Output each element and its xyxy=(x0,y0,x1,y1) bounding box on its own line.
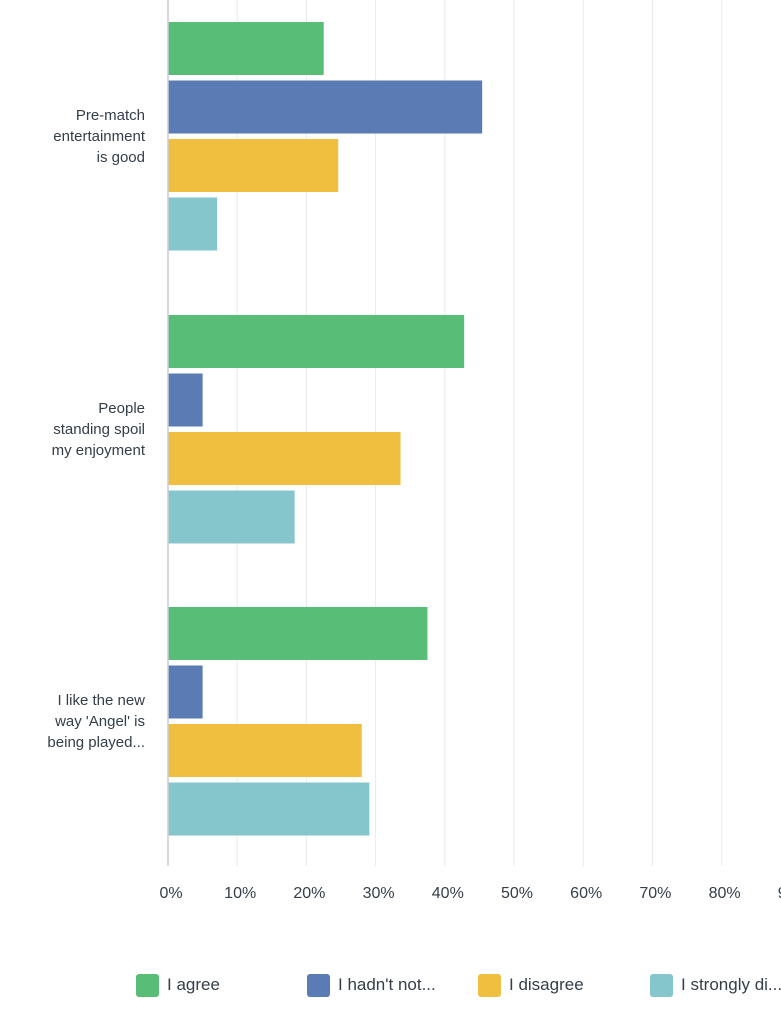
x-tick-label: 80% xyxy=(709,885,741,902)
x-tick-label: 20% xyxy=(293,885,325,902)
bar[interactable] xyxy=(168,782,370,836)
bar[interactable] xyxy=(168,80,483,134)
bar[interactable] xyxy=(168,490,295,544)
bar[interactable] xyxy=(168,315,465,368)
legend-swatch xyxy=(136,973,159,997)
category-label: People standing spoil my enjoyment xyxy=(5,398,145,461)
category-label-line: I like the new xyxy=(57,691,145,709)
category-label: I like the new way 'Angel' is being played… xyxy=(5,690,145,753)
legend-item-strongly-disagree[interactable]: I strongly di... xyxy=(650,970,781,1000)
x-tick-label: 70% xyxy=(639,885,671,902)
bar[interactable] xyxy=(168,197,218,251)
x-tick-label: 40% xyxy=(432,885,464,902)
category-label-line: entertainment xyxy=(53,127,145,145)
category-label: Pre-match entertainment is good xyxy=(5,105,145,168)
x-tick-label: 10% xyxy=(224,885,256,902)
bar[interactable] xyxy=(168,607,428,660)
bar[interactable] xyxy=(168,139,339,192)
x-tick-label: 60% xyxy=(570,885,602,902)
legend-item-disagree[interactable]: I disagree xyxy=(478,970,584,1000)
legend-label: I strongly di... xyxy=(681,975,781,994)
bar[interactable] xyxy=(168,665,203,719)
x-tick-label: 90% xyxy=(778,885,781,902)
legend-label: I agree xyxy=(167,975,220,994)
legend-swatch xyxy=(650,973,673,997)
legend-item-hadnt-noticed[interactable]: I hadn't not... xyxy=(307,970,436,1000)
legend-swatch xyxy=(478,973,501,997)
axes: 0% 10% 20% 30% 40% 50% 60% 70% 80% 90% xyxy=(159,0,781,902)
legend-label: I disagree xyxy=(509,975,584,994)
bars xyxy=(168,22,483,836)
legend-label: I hadn't not... xyxy=(338,975,436,994)
legend-item-agree[interactable]: I agree xyxy=(136,970,220,1000)
category-label-line: being played... xyxy=(47,733,145,751)
category-label-line: Pre-match xyxy=(75,106,145,124)
category-label-line: People xyxy=(98,399,145,417)
x-tick-label: 30% xyxy=(363,885,395,902)
bar[interactable] xyxy=(168,432,401,485)
bar[interactable] xyxy=(168,373,203,427)
bar[interactable] xyxy=(168,724,362,777)
legend-swatch xyxy=(307,973,330,997)
x-tick-label: 0% xyxy=(159,885,182,902)
category-label-line: my enjoyment xyxy=(51,441,145,459)
legend: I agree I hadn't not... I disagree I str… xyxy=(0,970,781,1002)
category-label-line: way 'Angel' is xyxy=(55,712,145,730)
bar[interactable] xyxy=(168,22,324,75)
category-label-line: is good xyxy=(96,148,145,166)
x-tick-label: 50% xyxy=(501,885,533,902)
category-label-line: standing spoil xyxy=(53,420,145,438)
